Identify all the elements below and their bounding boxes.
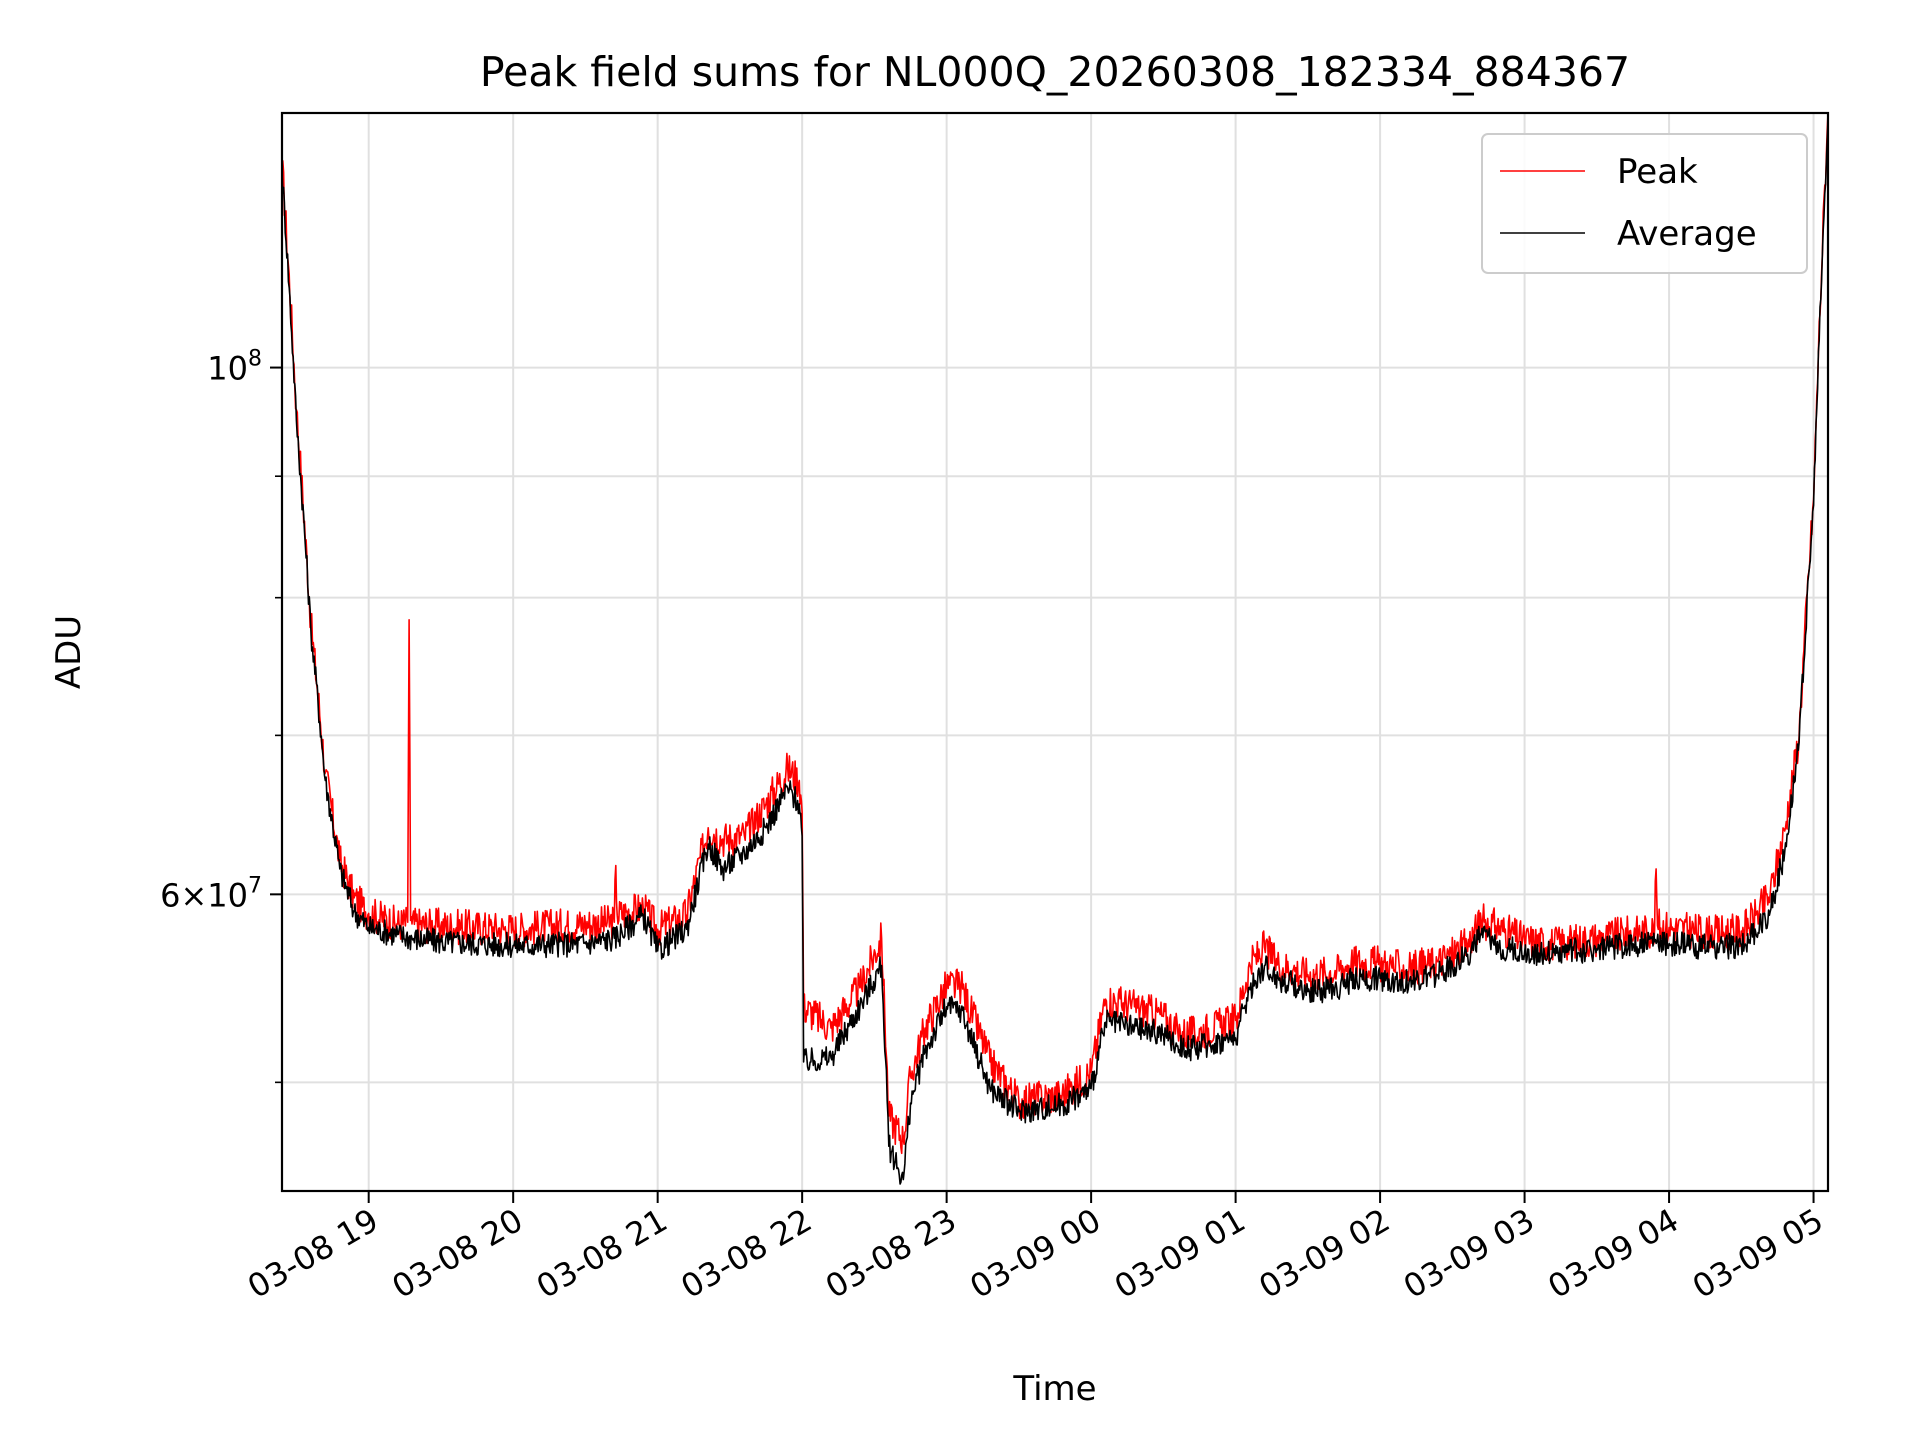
chart-title: Peak field sums for NL000Q_20260308_1823… [480, 48, 1630, 96]
y-tick-label: 108 [207, 347, 262, 388]
legend-peak-label: Peak [1617, 152, 1698, 192]
legend-box [1481, 133, 1808, 274]
legend-average-label: Average [1617, 214, 1757, 254]
plot-frame [280, 111, 1830, 1193]
x-axis-label: Time [1012, 1369, 1096, 1409]
y-axis-label: ADU [49, 615, 89, 689]
series-line-average [281, 121, 1829, 1185]
legend: Peak Average [1481, 133, 1808, 274]
y-tick-label: 6×107 [160, 873, 262, 914]
grid [282, 113, 1828, 1191]
plot-series [281, 112, 1829, 1185]
